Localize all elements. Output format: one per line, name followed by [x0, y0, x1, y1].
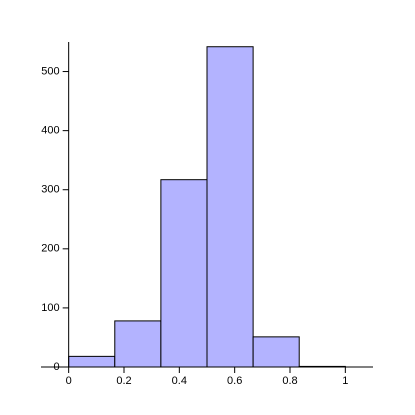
- bar: [206, 46, 254, 368]
- y-tick-label: 300: [41, 184, 59, 196]
- y-tick-label: 0: [54, 361, 60, 373]
- bar: [114, 320, 162, 368]
- x-tick-label: 0.8: [282, 375, 297, 387]
- x-tick-label: 0.6: [227, 375, 242, 387]
- y-tick-label: 200: [41, 243, 59, 255]
- x-tick-label: 0: [66, 375, 72, 387]
- x-tick-label: 0.4: [172, 375, 187, 387]
- x-tick-label: 0.2: [116, 375, 131, 387]
- bar: [252, 336, 300, 368]
- y-tick-label: 100: [41, 302, 59, 314]
- x-tick-label: 1: [342, 375, 348, 387]
- bar: [68, 355, 116, 368]
- bar: [160, 179, 208, 368]
- y-tick-label: 400: [41, 125, 59, 137]
- y-tick-label: 500: [41, 65, 59, 77]
